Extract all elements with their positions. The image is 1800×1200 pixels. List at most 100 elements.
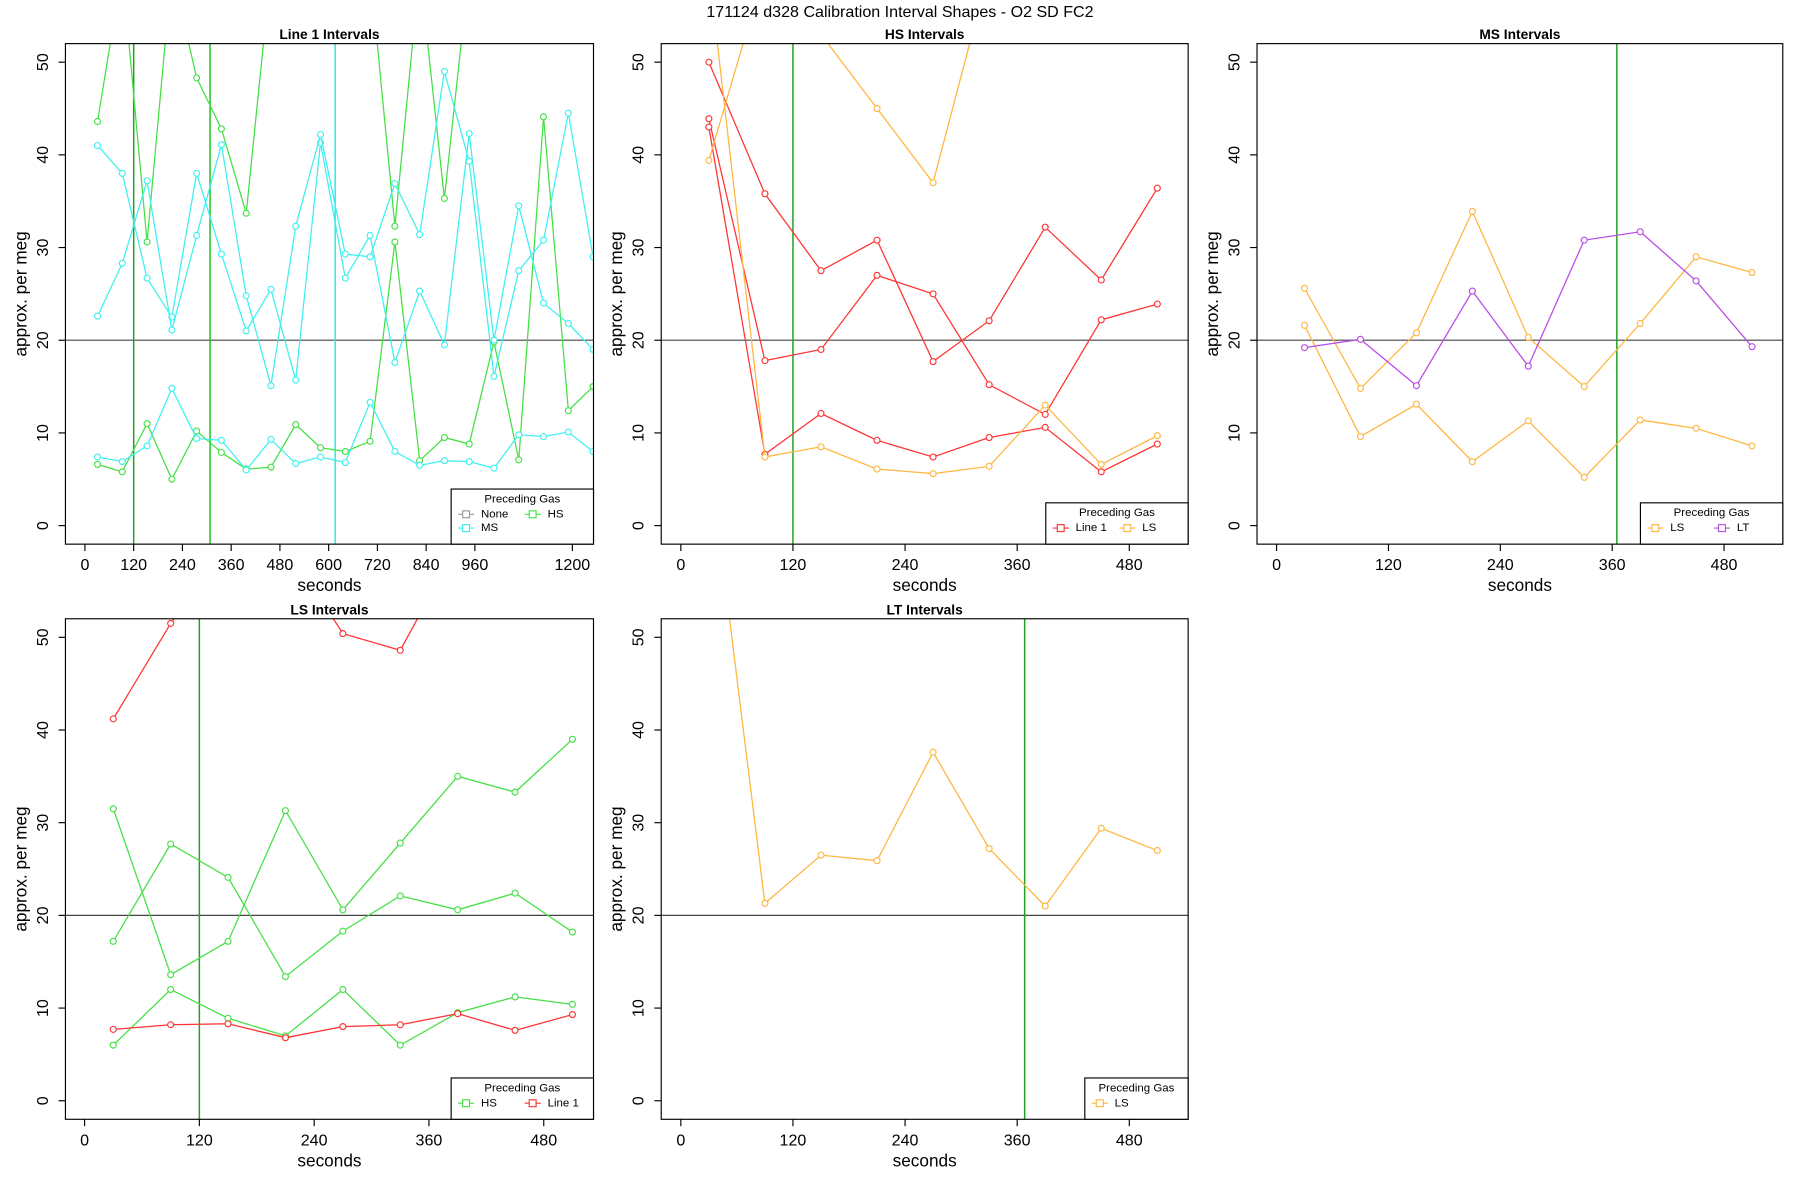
legend-label: LS bbox=[1142, 522, 1156, 534]
data-point bbox=[564, 319, 572, 328]
legend-marker bbox=[1095, 1099, 1104, 1108]
data-point bbox=[929, 179, 937, 187]
x-tick-label: 360 bbox=[218, 556, 245, 574]
data-point bbox=[341, 274, 349, 282]
y-tick-label: 40 bbox=[630, 721, 648, 739]
x-tick-label: 0 bbox=[1272, 556, 1281, 574]
data-point bbox=[1153, 846, 1161, 855]
data-point bbox=[817, 443, 825, 451]
data-point bbox=[143, 238, 151, 246]
x-tick-label: 960 bbox=[461, 556, 488, 574]
data-point bbox=[490, 372, 498, 380]
panel: MS Intervals 0 120 240 360 480 0 10 20 30 40 50 seco… bbox=[1202, 27, 1784, 595]
data-point bbox=[1041, 223, 1049, 231]
data-point bbox=[1524, 333, 1532, 342]
legend-marker bbox=[528, 1099, 537, 1108]
data-point bbox=[1041, 401, 1049, 409]
data-point bbox=[1041, 902, 1049, 910]
x-axis-label: seconds bbox=[893, 1150, 957, 1170]
x-tick-label: 0 bbox=[80, 556, 89, 574]
data-point bbox=[705, 115, 713, 123]
y-axis-label: approx. per meg bbox=[10, 806, 30, 931]
data-point bbox=[511, 1026, 519, 1034]
panel: HS Intervals 0 120 240 360 480 0 10 20 30 40 50 seco… bbox=[606, 27, 1189, 595]
data-point bbox=[440, 433, 448, 442]
panel: Line 1 Intervals 0 120 240 360 480 600 720 840 96… bbox=[10, 27, 595, 595]
plot-frame bbox=[64, 618, 595, 1120]
x-tick-label: 480 bbox=[1116, 556, 1143, 574]
data-point bbox=[1356, 384, 1365, 392]
legend-label: None bbox=[481, 508, 508, 520]
data-point bbox=[193, 169, 201, 177]
data-point bbox=[1468, 207, 1476, 215]
data-point bbox=[93, 142, 102, 150]
data-point bbox=[193, 231, 201, 240]
panel-title: LS Intervals bbox=[290, 602, 368, 617]
x-tick-label: 120 bbox=[186, 1131, 213, 1149]
data-point bbox=[167, 971, 175, 979]
data-point bbox=[515, 267, 523, 275]
x-tick-label: 240 bbox=[892, 1131, 919, 1149]
y-tick-label: 0 bbox=[34, 521, 52, 530]
panel-title: LT Intervals bbox=[887, 602, 964, 617]
data-point bbox=[118, 458, 126, 466]
data-point bbox=[465, 129, 473, 138]
data-point bbox=[167, 1021, 175, 1029]
x-tick-label: 0 bbox=[676, 1131, 685, 1149]
data-point bbox=[1468, 458, 1476, 466]
legend-title: Preceding Gas bbox=[1099, 1082, 1175, 1094]
data-point bbox=[167, 840, 175, 848]
data-point bbox=[1300, 321, 1309, 329]
x-tick-label: 480 bbox=[1116, 1131, 1143, 1149]
data-point bbox=[440, 457, 448, 465]
legend: Preceding Gas LS bbox=[1084, 1077, 1189, 1120]
data-point bbox=[93, 117, 102, 126]
data-point bbox=[515, 202, 523, 210]
y-tick-label: 20 bbox=[34, 331, 52, 349]
data-point bbox=[109, 805, 117, 813]
y-tick-label: 20 bbox=[1225, 331, 1243, 349]
data-point bbox=[93, 453, 102, 461]
y-tick-label: 0 bbox=[630, 1096, 648, 1105]
data-point bbox=[217, 250, 225, 258]
data-point bbox=[873, 857, 881, 865]
x-tick-label: 840 bbox=[413, 556, 440, 574]
data-point bbox=[539, 236, 548, 244]
data-point bbox=[396, 646, 404, 654]
data-point bbox=[217, 448, 225, 456]
data-point bbox=[568, 1000, 577, 1008]
x-tick-label: 360 bbox=[1004, 556, 1031, 574]
data-point bbox=[267, 435, 275, 443]
data-point bbox=[267, 285, 275, 293]
data-point bbox=[1412, 382, 1420, 390]
data-point bbox=[465, 157, 473, 165]
legend-marker bbox=[462, 510, 471, 519]
y-tick-label: 40 bbox=[34, 721, 52, 739]
y-tick-label: 10 bbox=[1225, 424, 1243, 442]
x-axis-label: seconds bbox=[297, 1150, 361, 1170]
data-point bbox=[366, 398, 374, 406]
y-tick-label: 0 bbox=[1225, 521, 1243, 530]
plot-frame bbox=[660, 43, 1189, 545]
y-axis-label: approx. per meg bbox=[1202, 231, 1222, 356]
data-point bbox=[1412, 329, 1420, 337]
data-point bbox=[391, 358, 399, 367]
x-tick-label: 480 bbox=[530, 1131, 557, 1149]
data-point bbox=[568, 928, 577, 936]
data-point bbox=[1412, 400, 1420, 408]
plot-area bbox=[65, 618, 594, 1120]
data-point bbox=[341, 250, 349, 258]
data-point bbox=[440, 341, 448, 349]
y-tick-label: 50 bbox=[630, 53, 648, 71]
data-point bbox=[539, 433, 548, 441]
data-point bbox=[366, 437, 374, 445]
data-point bbox=[267, 463, 275, 471]
y-tick-label: 40 bbox=[1225, 146, 1243, 164]
legend-label: MS bbox=[481, 522, 499, 534]
data-point bbox=[341, 459, 349, 467]
data-point bbox=[1692, 424, 1700, 432]
data-point bbox=[93, 312, 102, 320]
y-tick-label: 20 bbox=[630, 331, 648, 349]
data-point bbox=[1580, 383, 1588, 391]
